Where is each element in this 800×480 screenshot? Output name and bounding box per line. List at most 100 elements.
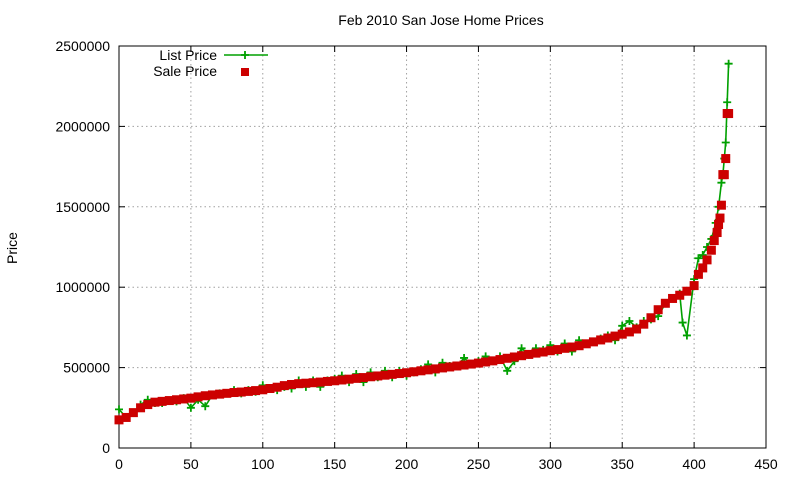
sale-price-point xyxy=(617,329,627,339)
sale-price-point xyxy=(207,390,217,400)
sale-price-point xyxy=(531,348,541,358)
sale-price-point xyxy=(193,392,203,402)
sale-price-point xyxy=(574,341,584,351)
list-price-point xyxy=(682,331,691,340)
sale-price-point xyxy=(150,397,160,407)
sale-price-point xyxy=(136,403,146,413)
sale-price-point xyxy=(366,372,376,382)
sale-price-point xyxy=(660,298,670,308)
sale-price-point xyxy=(473,358,483,368)
sale-price-point xyxy=(509,352,519,362)
sale-price-point xyxy=(387,369,397,379)
y-tick-label: 2500000 xyxy=(55,38,110,54)
sale-price-point xyxy=(715,213,725,223)
sale-price-point xyxy=(157,396,167,406)
sale-price-point xyxy=(308,378,318,388)
x-tick-label: 150 xyxy=(323,456,347,472)
sale-price-point xyxy=(716,200,726,210)
sale-price-point xyxy=(402,368,412,378)
sale-price-point xyxy=(721,154,731,164)
sale-price-point xyxy=(416,366,426,376)
sale-price-point xyxy=(164,396,174,406)
sale-price-point xyxy=(682,286,692,296)
grid xyxy=(119,46,766,448)
y-axis-tick-labels: 0 500000 1000000 1500000 2000000 2500000 xyxy=(55,38,110,456)
sale-price-point xyxy=(675,290,685,300)
y-tick-label: 1000000 xyxy=(55,279,110,295)
sale-price-point xyxy=(423,365,433,375)
sale-price-point xyxy=(143,400,153,410)
sale-price-point xyxy=(724,109,734,119)
sale-price-point xyxy=(632,324,642,334)
sale-price-point xyxy=(639,319,649,329)
plot-area xyxy=(118,45,767,449)
legend-label-list-price: List Price xyxy=(159,47,217,63)
sale-price-point xyxy=(337,375,347,385)
x-tick-label: 300 xyxy=(539,456,563,472)
sale-price-point xyxy=(603,333,613,343)
x-tick-label: 50 xyxy=(183,456,199,472)
sale-price-point xyxy=(524,349,534,359)
sale-price-point xyxy=(488,356,498,366)
sale-price-point xyxy=(344,374,354,384)
sale-price-point xyxy=(179,394,189,404)
sale-price-point xyxy=(229,388,239,398)
sale-price-point xyxy=(481,357,491,367)
sale-price-point xyxy=(215,389,225,399)
list-price-line xyxy=(118,63,730,419)
sale-price-point xyxy=(653,305,663,315)
list-price-point xyxy=(723,98,732,107)
sale-price-point xyxy=(438,363,447,373)
y-tick-label: 2000000 xyxy=(55,118,110,134)
list-price-point xyxy=(186,403,195,412)
sale-price-point xyxy=(502,353,512,363)
sale-price-point xyxy=(258,385,268,395)
sale-price-point xyxy=(689,281,699,291)
sale-price-point xyxy=(706,245,716,255)
sale-price-point xyxy=(719,170,729,180)
chart-title: Feb 2010 San Jose Home Prices xyxy=(338,12,543,28)
sale-price-point xyxy=(581,339,591,349)
sale-price-point xyxy=(452,361,462,371)
sale-price-point xyxy=(287,379,297,389)
sale-price-point xyxy=(517,351,527,361)
sale-price-point xyxy=(301,378,311,388)
sale-price-point xyxy=(330,376,340,386)
x-tick-label: 250 xyxy=(467,456,491,472)
y-tick-label: 1500000 xyxy=(55,199,110,215)
sale-price-point xyxy=(322,376,332,386)
list-price-point xyxy=(625,316,634,325)
list-price-point xyxy=(678,318,687,327)
sale-price-point xyxy=(186,393,196,403)
legend-plus-marker xyxy=(241,51,249,59)
sale-price-point xyxy=(709,236,719,246)
sale-price-point xyxy=(373,371,383,381)
list-price-point xyxy=(115,405,123,414)
list-price-point xyxy=(618,321,627,330)
legend-square-marker xyxy=(241,68,249,76)
sale-price-point xyxy=(265,384,275,394)
y-tick-label: 500000 xyxy=(63,360,110,376)
sale-price-point xyxy=(430,364,440,374)
sale-price-point xyxy=(610,331,620,341)
list-price-point xyxy=(721,138,730,147)
list-price-point xyxy=(201,402,210,411)
list-price-point xyxy=(717,178,726,187)
x-axis-tick-labels: 0 50 100 150 200 250 300 350 400 450 xyxy=(115,456,778,472)
sale-price-point xyxy=(272,382,282,392)
sale-price-point xyxy=(200,391,210,401)
sale-price-point xyxy=(545,346,555,356)
sale-price-point xyxy=(114,415,124,425)
axis-ticks xyxy=(118,45,767,449)
sale-price-point xyxy=(714,219,724,229)
sale-price-point xyxy=(624,327,634,337)
x-tick-label: 450 xyxy=(754,456,778,472)
sale-price-point xyxy=(588,337,598,347)
sale-price-point xyxy=(121,412,131,422)
legend-label-sale-price: Sale Price xyxy=(153,63,217,79)
list-price-point xyxy=(694,254,703,263)
sale-price-point xyxy=(668,293,678,303)
sale-price-point xyxy=(445,362,455,372)
sale-price-point xyxy=(596,335,606,345)
